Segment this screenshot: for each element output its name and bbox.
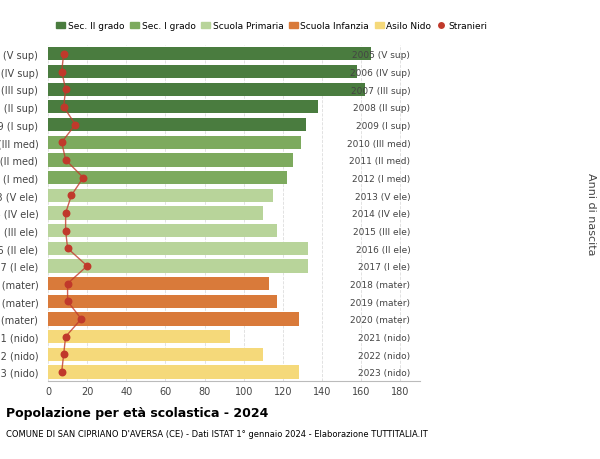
Point	[59, 351, 68, 358]
Point	[82, 263, 92, 270]
Point	[59, 51, 68, 58]
Bar	[48, 260, 308, 273]
Bar	[48, 348, 263, 361]
Bar	[48, 101, 318, 114]
Bar	[48, 66, 358, 79]
Point	[67, 192, 76, 200]
Bar	[48, 48, 371, 62]
Point	[57, 139, 67, 146]
Point	[59, 104, 68, 111]
Text: Anni di nascita: Anni di nascita	[586, 172, 596, 255]
Point	[61, 227, 70, 235]
Point	[71, 122, 80, 129]
Bar	[48, 118, 307, 132]
Bar	[48, 277, 269, 291]
Bar	[48, 154, 293, 167]
Point	[61, 157, 70, 164]
Bar	[48, 172, 287, 185]
Bar	[48, 189, 273, 202]
Bar	[48, 224, 277, 238]
Point	[63, 280, 73, 288]
Legend: Sec. II grado, Sec. I grado, Scuola Primaria, Scuola Infanzia, Asilo Nido, Stran: Sec. II grado, Sec. I grado, Scuola Prim…	[53, 18, 491, 35]
Point	[76, 316, 86, 323]
Bar	[48, 330, 230, 343]
Text: COMUNE DI SAN CIPRIANO D'AVERSA (CE) - Dati ISTAT 1° gennaio 2024 - Elaborazione: COMUNE DI SAN CIPRIANO D'AVERSA (CE) - D…	[6, 429, 428, 438]
Bar	[48, 365, 299, 379]
Point	[61, 210, 70, 217]
Bar	[48, 295, 277, 308]
Bar	[48, 136, 301, 150]
Point	[63, 298, 73, 305]
Point	[57, 369, 67, 376]
Bar	[48, 84, 365, 96]
Point	[63, 245, 73, 252]
Point	[61, 333, 70, 341]
Bar	[48, 242, 308, 255]
Point	[57, 69, 67, 76]
Bar	[48, 207, 263, 220]
Point	[79, 174, 88, 182]
Bar	[48, 313, 299, 326]
Point	[61, 86, 70, 94]
Text: Popolazione per età scolastica - 2024: Popolazione per età scolastica - 2024	[6, 406, 268, 419]
